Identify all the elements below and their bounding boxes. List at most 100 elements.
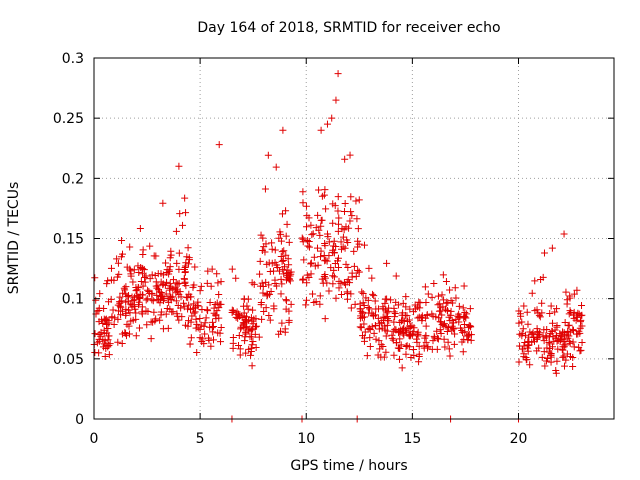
data-point xyxy=(420,344,428,352)
data-point xyxy=(248,341,256,349)
data-point xyxy=(356,323,364,331)
data-point xyxy=(95,306,103,314)
data-point xyxy=(446,352,454,360)
data-point xyxy=(347,290,355,298)
data-point xyxy=(569,338,577,346)
data-point xyxy=(167,251,175,259)
data-point xyxy=(439,271,447,279)
data-point xyxy=(204,267,212,275)
data-point xyxy=(283,220,291,228)
data-point xyxy=(248,326,256,334)
data-point xyxy=(354,225,362,233)
data-point xyxy=(341,244,349,252)
y-tick-label: 0 xyxy=(75,412,84,428)
data-point xyxy=(110,276,118,284)
data-point xyxy=(562,341,570,349)
data-point xyxy=(451,330,459,338)
data-point xyxy=(396,355,404,363)
data-point xyxy=(554,345,562,353)
data-point xyxy=(185,301,193,309)
data-point xyxy=(262,304,270,312)
data-point xyxy=(266,267,274,275)
data-point xyxy=(402,293,410,301)
data-point xyxy=(460,321,468,329)
data-point xyxy=(421,283,429,291)
data-point xyxy=(335,263,343,271)
data-point xyxy=(184,244,192,252)
data-point xyxy=(265,311,273,319)
data-point xyxy=(561,362,569,370)
data-point xyxy=(439,303,447,311)
data-point xyxy=(235,331,243,339)
data-point xyxy=(171,284,179,292)
data-point xyxy=(330,273,338,281)
data-point xyxy=(375,320,383,328)
data-point xyxy=(268,245,276,253)
data-point xyxy=(103,280,111,288)
data-point xyxy=(368,274,376,282)
data-point xyxy=(265,281,273,289)
data-point xyxy=(341,155,349,163)
data-point xyxy=(546,310,554,318)
data-point xyxy=(350,247,358,255)
data-point xyxy=(243,302,251,310)
data-point xyxy=(280,247,288,255)
data-point xyxy=(258,279,266,287)
data-point xyxy=(436,307,444,315)
data-point xyxy=(355,268,363,276)
data-point xyxy=(566,339,574,347)
data-point xyxy=(376,345,384,353)
data-point xyxy=(217,338,225,346)
data-point xyxy=(335,214,343,222)
data-point xyxy=(97,332,105,340)
data-point xyxy=(548,343,556,351)
data-point xyxy=(102,315,110,323)
data-point xyxy=(273,282,281,290)
data-point xyxy=(565,310,573,318)
data-point xyxy=(196,334,204,342)
data-point xyxy=(205,336,213,344)
data-point xyxy=(284,255,292,263)
data-point xyxy=(285,261,293,269)
data-point xyxy=(533,347,541,355)
data-point xyxy=(348,212,356,220)
data-point xyxy=(317,253,325,261)
data-point xyxy=(436,326,444,334)
data-point xyxy=(357,324,365,332)
data-point xyxy=(372,322,380,330)
data-point xyxy=(540,337,548,345)
data-point xyxy=(348,269,356,277)
data-point xyxy=(526,361,534,369)
y-tick-label: 0.3 xyxy=(62,51,84,67)
data-point xyxy=(303,296,311,304)
data-point xyxy=(179,221,187,229)
data-point xyxy=(217,324,225,332)
y-axis-label: SRMTID / TECUs xyxy=(6,182,22,295)
data-point xyxy=(100,304,108,312)
data-point xyxy=(305,243,313,251)
data-point xyxy=(299,188,307,196)
data-point xyxy=(396,319,404,327)
data-point xyxy=(154,270,162,278)
data-point xyxy=(135,324,143,332)
data-point xyxy=(214,279,222,287)
y-tick-label: 0.25 xyxy=(53,111,84,127)
data-point xyxy=(213,307,221,315)
data-point xyxy=(395,327,403,335)
data-point xyxy=(383,309,391,317)
data-point xyxy=(172,297,180,305)
data-point xyxy=(147,318,155,326)
y-tick-label: 0.1 xyxy=(62,292,84,308)
data-point xyxy=(141,273,149,281)
data-point xyxy=(337,238,345,246)
data-point xyxy=(553,337,561,345)
data-point xyxy=(215,314,223,322)
data-point xyxy=(114,259,122,267)
data-point xyxy=(334,207,342,215)
data-point xyxy=(274,264,282,272)
data-point xyxy=(391,313,399,321)
data-point xyxy=(437,329,445,337)
data-point xyxy=(118,250,126,258)
data-point xyxy=(442,278,450,286)
data-point xyxy=(308,231,316,239)
